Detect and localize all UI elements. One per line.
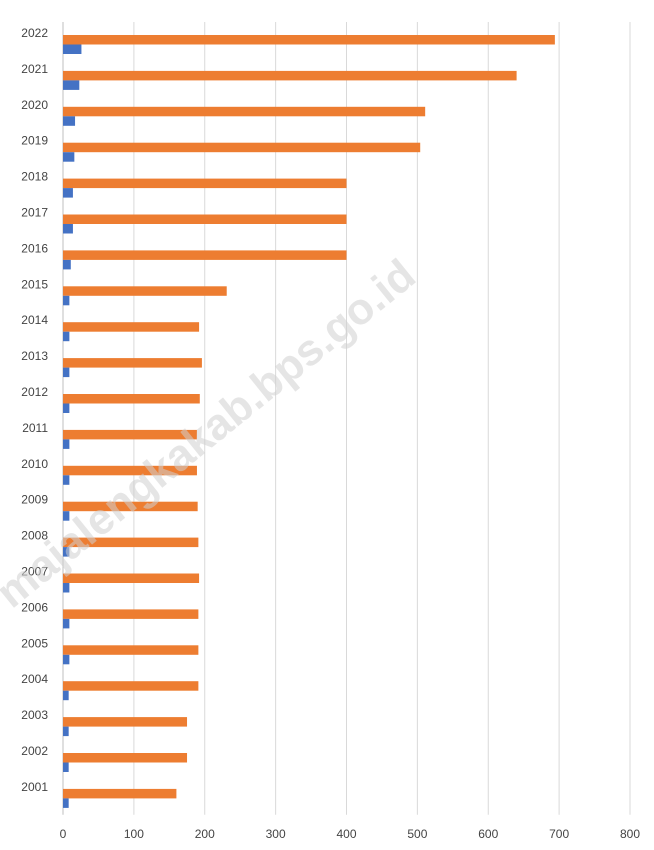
x-tick-label: 800 — [620, 827, 640, 841]
y-tick-label: 2019 — [21, 134, 48, 148]
bar-blue-2016 — [63, 259, 71, 270]
y-tick-label: 2012 — [21, 385, 48, 399]
bar-orange-2004 — [63, 681, 199, 691]
y-tick-label: 2010 — [21, 457, 48, 471]
bar-blue-2012 — [63, 403, 70, 413]
bar-orange-2002 — [63, 753, 188, 763]
bar-blue-2009 — [63, 511, 70, 521]
bar-orange-2010 — [63, 465, 197, 476]
bar-blue-2008 — [63, 547, 70, 557]
bar-blue-2018 — [63, 188, 73, 198]
bar-blue-2020 — [63, 116, 76, 126]
x-tick-labels: 0 100 200 300 400 500 600 700 800 — [60, 827, 641, 841]
bar-orange-2017 — [63, 214, 347, 224]
bar-orange-2009 — [63, 501, 198, 512]
y-tick-label: 2014 — [21, 313, 48, 327]
bar-layer — [63, 35, 555, 808]
grid-layer — [62, 22, 631, 815]
bar-blue-2021 — [63, 80, 80, 90]
bar-orange-2013 — [63, 358, 202, 368]
y-tick-label: 2002 — [21, 744, 48, 758]
bar-blue-2013 — [63, 367, 70, 378]
bar-orange-2015 — [63, 286, 227, 296]
x-tick-label: 400 — [336, 827, 356, 841]
bar-orange-2005 — [63, 645, 199, 655]
x-tick-label: 100 — [124, 827, 144, 841]
bar-blue-2014 — [63, 331, 70, 342]
x-tick-label: 600 — [478, 827, 498, 841]
x-tick-label: 700 — [549, 827, 569, 841]
y-tick-label: 2005 — [21, 636, 48, 650]
y-tick-label: 2018 — [21, 170, 48, 184]
bar-orange-2016 — [63, 250, 347, 260]
bar-orange-2001 — [63, 788, 177, 799]
bar-blue-2010 — [63, 475, 70, 485]
bar-blue-2007 — [63, 583, 70, 593]
x-tick-label: 300 — [266, 827, 286, 841]
bar-orange-2006 — [63, 609, 199, 619]
bar-orange-2019 — [63, 142, 421, 153]
bar-orange-2022 — [63, 35, 555, 45]
bar-blue-2022 — [63, 44, 82, 54]
bar-blue-2002 — [63, 762, 69, 772]
y-tick-label: 2016 — [21, 241, 48, 255]
y-tick-label: 2009 — [21, 493, 48, 507]
bar-orange-2021 — [63, 70, 517, 81]
bar-blue-2015 — [63, 295, 70, 306]
bar-blue-2003 — [63, 726, 69, 737]
y-tick-labels: 2001 2002 2003 2004 2005 2006 2007 2008 2009 2010… — [21, 26, 48, 794]
y-tick-label: 2008 — [21, 529, 48, 543]
bar-blue-2004 — [63, 690, 69, 701]
y-tick-label: 2007 — [21, 565, 48, 579]
y-tick-label: 2004 — [21, 672, 48, 686]
y-tick-label: 2013 — [21, 349, 48, 363]
y-tick-label: 2003 — [21, 708, 48, 722]
x-tick-label: 500 — [407, 827, 427, 841]
bar-orange-2018 — [63, 178, 347, 189]
y-tick-label: 2017 — [21, 206, 48, 220]
y-tick-label: 2001 — [21, 780, 48, 794]
x-tick-label: 0 — [60, 827, 67, 841]
bar-blue-2005 — [63, 654, 70, 665]
bar-blue-2001 — [63, 798, 69, 808]
bar-blue-2019 — [63, 152, 75, 162]
y-tick-label: 2015 — [21, 277, 48, 291]
bar-orange-2007 — [63, 573, 200, 583]
y-tick-label: 2011 — [22, 421, 48, 435]
y-tick-label: 2021 — [21, 62, 48, 76]
bar-orange-2012 — [63, 394, 200, 404]
y-tick-label: 2020 — [21, 98, 48, 112]
bar-blue-2006 — [63, 618, 70, 629]
bar-orange-2003 — [63, 717, 188, 727]
bar-orange-2008 — [63, 537, 199, 548]
bar-orange-2014 — [63, 322, 200, 332]
x-tick-label: 200 — [195, 827, 215, 841]
bar-blue-2011 — [63, 439, 70, 449]
bar-orange-2020 — [63, 106, 426, 117]
bar-orange-2011 — [63, 429, 197, 440]
y-tick-label: 2006 — [21, 600, 48, 614]
bar-blue-2017 — [63, 224, 73, 234]
y-tick-label: 2022 — [21, 26, 48, 40]
